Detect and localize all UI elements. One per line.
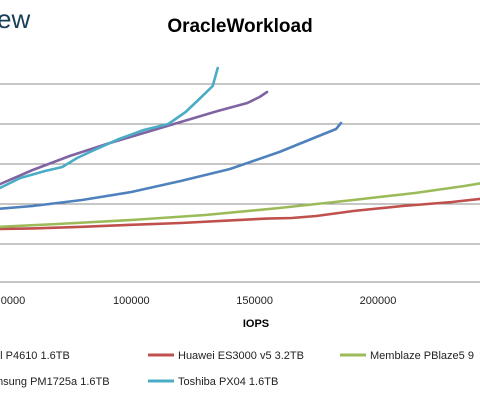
series-line-2 (0, 90, 269, 186)
legend-entry: Toshiba PX04 1.6TB (178, 376, 278, 388)
legend-entry: el P4610 1.6TB (0, 350, 70, 362)
x-tick-labels: 0000 100000 150000 200000 (1, 295, 397, 307)
x-tick-label: 0000 (1, 295, 25, 307)
legend-entry: msung PM1725a 1.6TB (0, 376, 110, 388)
x-axis-label: IOPS (243, 318, 269, 330)
x-tick-label: 150000 (236, 295, 273, 307)
chart-title: OracleWorkload (167, 16, 312, 37)
x-tick-label: 200000 (360, 295, 397, 307)
brand-fragment: ew (0, 4, 30, 34)
series-line-4 (0, 121, 343, 210)
legend: el P4610 1.6TB Huawei ES3000 v5 3.2TB Memb… (0, 350, 474, 388)
gridlines (0, 83, 480, 245)
series-line-1 (0, 182, 480, 229)
x-tick-label: 100000 (113, 295, 150, 307)
legend-entry: Huawei ES3000 v5 3.2TB (178, 350, 304, 362)
series-line-3 (0, 66, 219, 190)
series-lines (0, 66, 480, 231)
series-line-0 (0, 197, 480, 231)
legend-entry: Memblaze PBlaze5 9 (370, 350, 474, 362)
